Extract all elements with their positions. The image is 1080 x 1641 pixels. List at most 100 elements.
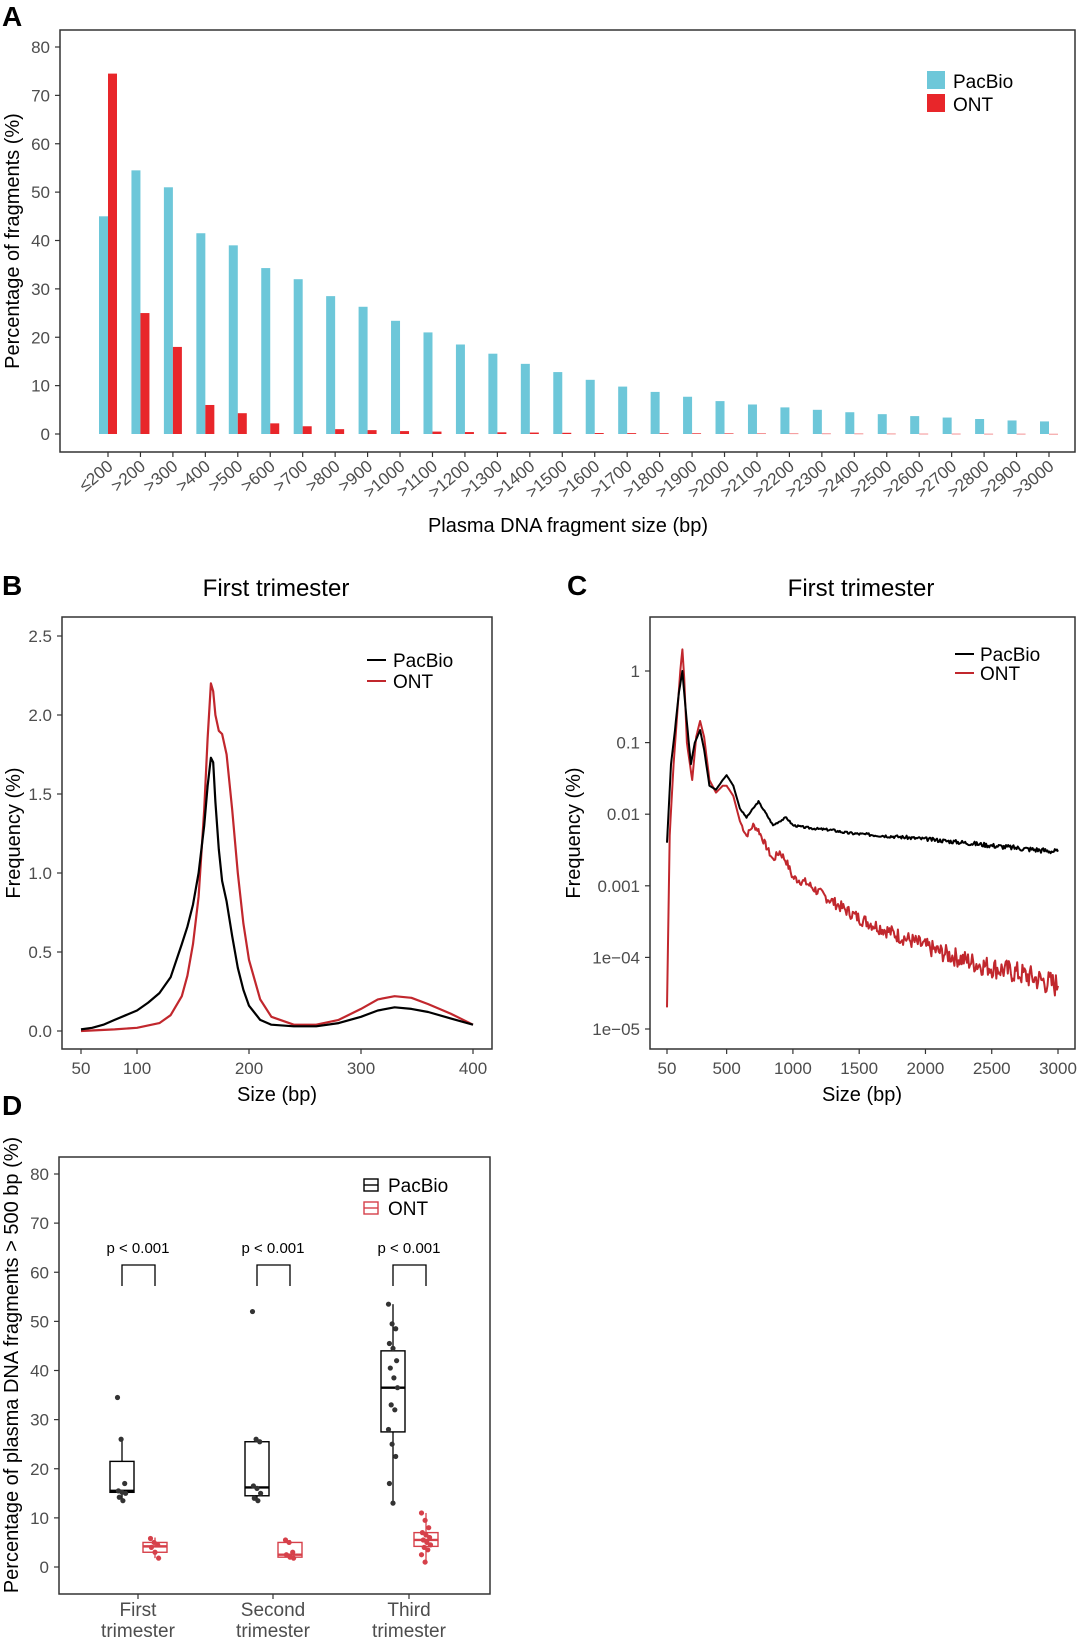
bar-ont <box>756 433 766 435</box>
y-tick-label: 40 <box>31 232 50 251</box>
x-tick-label: >500 <box>205 457 247 496</box>
data-point <box>147 1535 154 1542</box>
bar-pacbio <box>683 396 693 434</box>
panel-a-bar-chart: 0 10 20 30 40 50 60 70 80 ≤200>200>300>400>500>6… <box>2 29 1076 537</box>
bar-ont <box>140 313 150 434</box>
data-point <box>389 1441 395 1447</box>
x-tick-label: >400 <box>172 457 214 496</box>
y-tick-label: 0.01 <box>607 805 640 824</box>
data-point <box>385 1426 392 1433</box>
bar-ont <box>854 433 864 435</box>
legend-key-pacbio <box>363 1178 379 1192</box>
bar-pacbio <box>423 332 433 434</box>
x-tick-label: 50 <box>72 1059 91 1078</box>
panel-a-bars <box>99 73 1058 435</box>
y-tick-label: 1.0 <box>28 864 52 883</box>
x-tick-label: 1000 <box>774 1059 812 1078</box>
bar-pacbio <box>196 233 206 434</box>
data-point <box>254 1485 260 1491</box>
panel-letter-d: D <box>2 1090 22 1121</box>
data-point <box>156 1555 162 1561</box>
data-point <box>422 1517 428 1523</box>
y-tick-label: 30 <box>31 280 50 299</box>
panel-d-axes: 01020304050607080FirsttrimesterSecondtri… <box>30 1165 447 1641</box>
legend-key-ont <box>363 1201 379 1215</box>
bar-ont <box>724 433 734 434</box>
data-point <box>118 1436 124 1442</box>
x-tick-label: trimester <box>236 1621 311 1641</box>
panel-b-line-chart: First trimester 50 100 200 300 400 0.0 0.5 1.0 1… <box>3 575 493 1106</box>
x-tick-label: 3000 <box>1039 1059 1077 1078</box>
x-tick-label: >600 <box>237 457 279 496</box>
bar-ont <box>659 433 669 434</box>
data-point <box>257 1439 263 1445</box>
x-tick-label: 2500 <box>973 1059 1011 1078</box>
legend-label-pacbio: PacBio <box>388 1176 448 1197</box>
data-point <box>148 1544 154 1550</box>
bar-pacbio <box>228 245 238 434</box>
data-point <box>393 1326 399 1332</box>
y-tick-label: 80 <box>30 1165 49 1184</box>
data-point <box>155 1542 161 1548</box>
x-tick-label: >700 <box>270 457 312 496</box>
y-tick-label: 1e−05 <box>592 1020 640 1039</box>
panel-c-x-label: Size (bp) <box>822 1084 902 1106</box>
data-point <box>426 1525 432 1531</box>
y-tick-label: 70 <box>31 86 50 105</box>
panel-c-legend: PacBio ONT <box>955 645 1040 685</box>
y-tick-label: 30 <box>30 1411 49 1430</box>
data-point <box>291 1555 297 1561</box>
bar-pacbio <box>942 417 952 434</box>
bar-ont <box>529 432 539 434</box>
bar-ont <box>1049 433 1058 435</box>
panel-b-y-label: Frequency (%) <box>3 767 25 898</box>
bar-pacbio <box>261 268 271 434</box>
data-point <box>394 1385 401 1391</box>
y-tick-label: 0.5 <box>28 943 52 962</box>
bar-pacbio <box>99 216 108 434</box>
x-tick-label: >800 <box>302 457 344 496</box>
line-pacbio <box>666 670 1059 855</box>
bar-pacbio <box>747 404 757 434</box>
legend-key-ont <box>927 94 945 112</box>
data-point <box>122 1480 128 1487</box>
bar-ont <box>205 404 215 434</box>
data-point <box>123 1490 129 1496</box>
y-tick-label: 50 <box>31 183 50 202</box>
x-tick-label: trimester <box>101 1621 176 1641</box>
bar-pacbio <box>780 407 790 434</box>
box-pacbio <box>380 1350 406 1433</box>
data-point <box>418 1510 425 1516</box>
y-tick-label: 10 <box>31 377 50 396</box>
bar-ont <box>172 346 182 434</box>
bar-ont <box>886 433 896 435</box>
bar-pacbio <box>715 401 725 434</box>
bar-ont <box>108 73 117 434</box>
bar-ont <box>562 432 572 434</box>
data-point <box>391 1375 397 1381</box>
data-point <box>385 1301 392 1307</box>
bar-ont <box>432 431 442 434</box>
x-tick-label: 2000 <box>907 1059 945 1078</box>
panel-a-x-axis: ≤200>200>300>400>500>600>700>800>900>100… <box>75 452 1058 502</box>
y-tick-label: 0.0 <box>28 1022 52 1041</box>
x-tick-label: >300 <box>140 457 182 496</box>
panel-d-boxes: p < 0.001 p < 0.001 p < 0.001 <box>107 1240 440 1565</box>
data-point <box>258 1490 264 1496</box>
bar-ont <box>302 426 312 434</box>
legend-key-pacbio <box>927 71 945 89</box>
panel-b-legend: PacBio ONT <box>367 651 453 693</box>
x-tick-label: 500 <box>712 1059 740 1078</box>
bar-ont <box>270 423 280 434</box>
data-point <box>120 1498 126 1504</box>
legend-label-ont: ONT <box>953 95 994 116</box>
data-point <box>255 1498 261 1504</box>
bar-ont <box>692 433 702 434</box>
p-value-label: p < 0.001 <box>107 1240 170 1257</box>
bar-pacbio <box>1007 420 1017 434</box>
bar-ont <box>367 430 377 434</box>
data-point <box>393 1453 399 1460</box>
y-tick-label: 2.0 <box>28 706 52 725</box>
x-tick-label: ≤200 <box>75 457 116 496</box>
data-point <box>427 1542 434 1548</box>
